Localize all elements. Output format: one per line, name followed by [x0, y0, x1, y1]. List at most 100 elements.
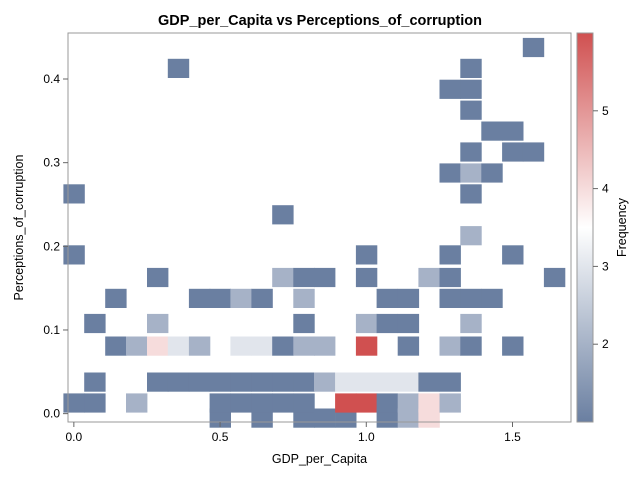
heatmap-bin: [147, 336, 169, 356]
heatmap-bin: [355, 267, 378, 288]
heatmap-bin: [460, 58, 482, 78]
heatmap-bin: [439, 372, 461, 392]
heatmap-bin: [355, 393, 378, 413]
colorbar-ticks: 2 3 4 5: [593, 104, 609, 351]
heatmap-bin: [167, 372, 190, 392]
heatmap-bin: [147, 313, 169, 334]
heatmap-bin: [272, 336, 294, 356]
heatmap-bin: [376, 372, 398, 392]
heatmap-bin: [230, 393, 252, 413]
y-tick-label: 0.4: [43, 72, 60, 86]
heatmap-bin: [105, 288, 127, 308]
heatmap-bin: [376, 408, 398, 428]
heatmap-bin: [397, 408, 420, 428]
heatmap-bin: [481, 288, 503, 308]
heatmap-bin: [522, 142, 545, 162]
heatmap-bin: [188, 372, 211, 392]
heatmap-bin: [230, 372, 252, 392]
heatmap-bin: [251, 336, 273, 356]
heatmap-bin: [335, 408, 357, 428]
heatmap-bin: [105, 336, 127, 356]
heatmap-bin: [209, 372, 231, 392]
heatmap-bin: [502, 142, 524, 162]
heatmap-bin: [126, 393, 148, 413]
heatmap-bin: [439, 288, 461, 308]
heatmap-bin: [460, 226, 482, 246]
colorbar: [576, 32, 594, 423]
heatmap-bin: [251, 372, 273, 392]
heatmap-bin: [293, 267, 315, 288]
heatmap-bin: [167, 58, 190, 78]
heatmap-bin: [293, 372, 315, 392]
heatmap-bin: [293, 408, 315, 428]
heatmap-bin: [84, 372, 106, 392]
heatmap-bin: [522, 37, 545, 58]
heatmap-bin: [63, 184, 85, 204]
heatmap-bin: [439, 393, 461, 413]
heatmap-bin: [272, 267, 294, 288]
heatmap-bin: [460, 163, 482, 183]
heatmap-bin: [84, 393, 106, 413]
heatmap-bin: [439, 163, 461, 183]
heatmap-bin: [293, 393, 315, 413]
heatmap-bin: [502, 121, 524, 141]
heatmap-bin: [272, 393, 294, 413]
heatmap-bin: [272, 205, 294, 225]
heatmap-bin: [63, 245, 85, 265]
heatmap-bin: [355, 245, 378, 265]
heatmap-bin: [481, 121, 503, 141]
y-tick-label: 0.0: [43, 407, 60, 421]
heatmap-bin: [147, 372, 169, 392]
heatmap-bin: [439, 245, 461, 265]
plot-frame: [67, 32, 572, 423]
heatmap-bin: [335, 372, 357, 392]
heatmap-bin: [543, 267, 566, 288]
heatmap-bin: [460, 79, 482, 99]
heatmap-bin: [167, 336, 190, 356]
heatmap-bin: [209, 288, 231, 308]
colorbar-tick-label: 3: [602, 259, 609, 273]
heatmap-bin: [376, 288, 398, 308]
heatmap-bin: [251, 408, 273, 428]
heatmap-bin: [230, 288, 252, 308]
x-tick-label: 1.5: [504, 430, 521, 444]
heatmap-bin: [230, 336, 252, 356]
heatmap-bin: [418, 393, 440, 413]
heatmap-bin: [293, 288, 315, 308]
y-axis-label: Perceptions_of_corruption: [12, 154, 26, 300]
heatmap-bin: [418, 267, 440, 288]
heatmap-bin: [418, 408, 440, 428]
y-tick-label: 0.1: [43, 323, 60, 337]
bins-layer: [63, 37, 566, 428]
heatmap-bin: [460, 336, 482, 356]
heatmap-bin: [188, 336, 211, 356]
colorbar-label: Frequency: [615, 197, 629, 257]
heatmap-bin: [502, 336, 524, 356]
heatmap-bin: [397, 336, 420, 356]
heatmap-bin: [355, 372, 378, 392]
heatmap-bin: [251, 393, 273, 413]
colorbar-tick-label: 5: [602, 104, 609, 118]
heatmap-bin: [376, 393, 398, 413]
heatmap-bin: [314, 408, 336, 428]
y-axis: 0.0 0.1 0.2 0.3 0.4: [43, 72, 68, 421]
heatmap-bin: [355, 336, 378, 356]
x-tick-label: 0.5: [212, 430, 229, 444]
heatmap-bin: [314, 372, 336, 392]
heatmap-bin: [293, 313, 315, 334]
heatmap-bin: [126, 336, 148, 356]
heatmap-bin: [418, 372, 440, 392]
heatmap-bin: [376, 313, 398, 334]
heatmap-bin: [63, 393, 85, 413]
y-tick-label: 0.3: [43, 156, 60, 170]
heatmap-bin: [439, 79, 461, 99]
heatmap-bin: [502, 245, 524, 265]
heatmap-bin: [460, 288, 482, 308]
heatmap-bin: [84, 313, 106, 334]
x-axis-label: GDP_per_Capita: [272, 452, 367, 466]
heatmap-bin: [293, 336, 315, 356]
colorbar-tick-label: 4: [602, 182, 609, 196]
heatmap-bin: [460, 184, 482, 204]
heatmap-bin: [209, 393, 231, 413]
